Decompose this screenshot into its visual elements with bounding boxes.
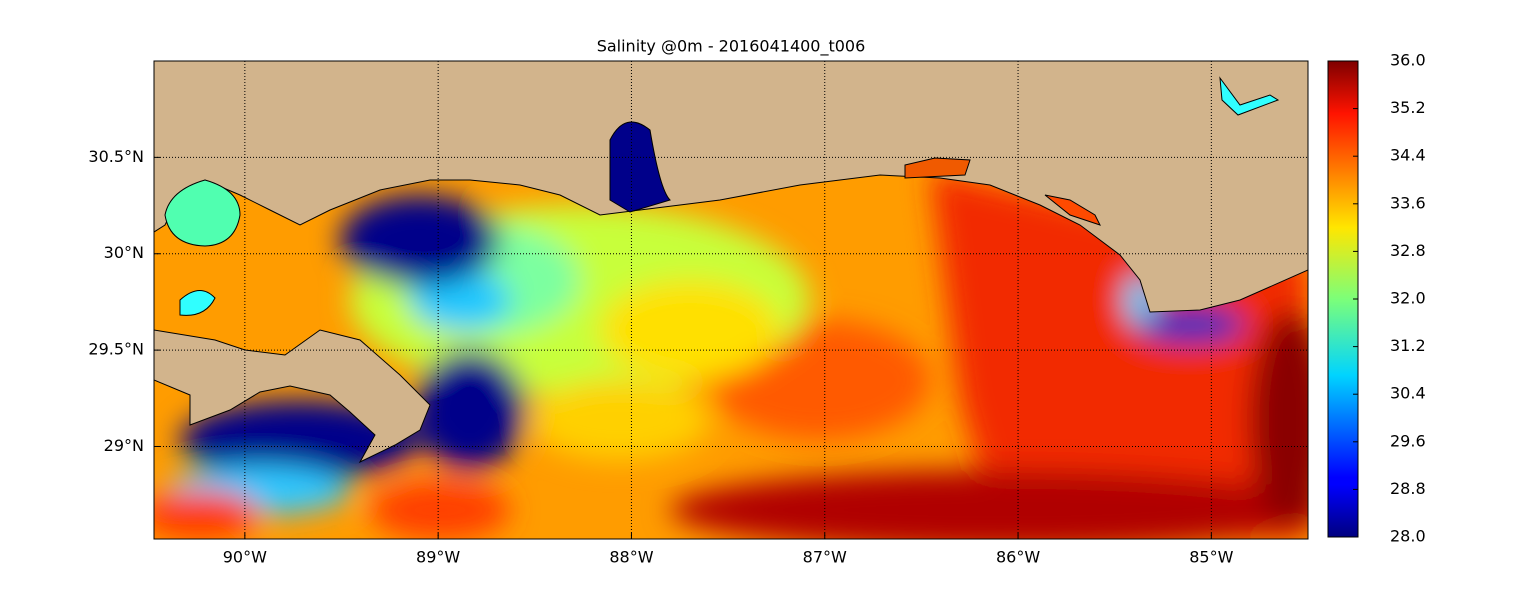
water-bodies — [164, 76, 1280, 316]
x-tick-label: 85°W — [1189, 548, 1233, 567]
colorbar-tick-label: 32.8 — [1390, 241, 1426, 260]
coast-north — [154, 61, 1308, 313]
land — [154, 61, 1308, 464]
colorbar-tick-label: 33.6 — [1390, 193, 1426, 212]
x-tick-label: 87°W — [803, 548, 847, 567]
colorbar-tick-label: 36.0 — [1390, 51, 1426, 70]
colorbar-tick-label: 31.2 — [1390, 336, 1426, 355]
y-tick-label: 29.5°N — [88, 340, 144, 359]
x-tick-label: 89°W — [416, 548, 460, 567]
map-title: Salinity @0m - 2016041400_t006 — [597, 37, 866, 57]
y-tick-label: 30°N — [104, 243, 144, 262]
y-tick-label: 29°N — [104, 436, 144, 455]
y-tick-label: 30.5°N — [88, 147, 144, 166]
colorbar-tick-label: 29.6 — [1390, 431, 1426, 450]
grid — [154, 61, 1308, 539]
colorbar-tick-label: 28.8 — [1390, 479, 1426, 498]
x-tick-label: 86°W — [996, 548, 1040, 567]
colorbar-tick-label: 32.0 — [1390, 289, 1426, 308]
x-tick-label: 88°W — [609, 548, 653, 567]
colorbar-tick-label: 30.4 — [1390, 384, 1426, 403]
x-tick-label: 90°W — [223, 548, 267, 567]
salinity-field — [154, 61, 1308, 539]
colorbar-tick-label: 35.2 — [1390, 98, 1426, 117]
colorbar-tick-label: 34.4 — [1390, 146, 1426, 165]
colorbar-tick-label: 28.0 — [1390, 527, 1426, 546]
map-frame — [153, 60, 1309, 540]
coast-delta — [154, 329, 431, 464]
